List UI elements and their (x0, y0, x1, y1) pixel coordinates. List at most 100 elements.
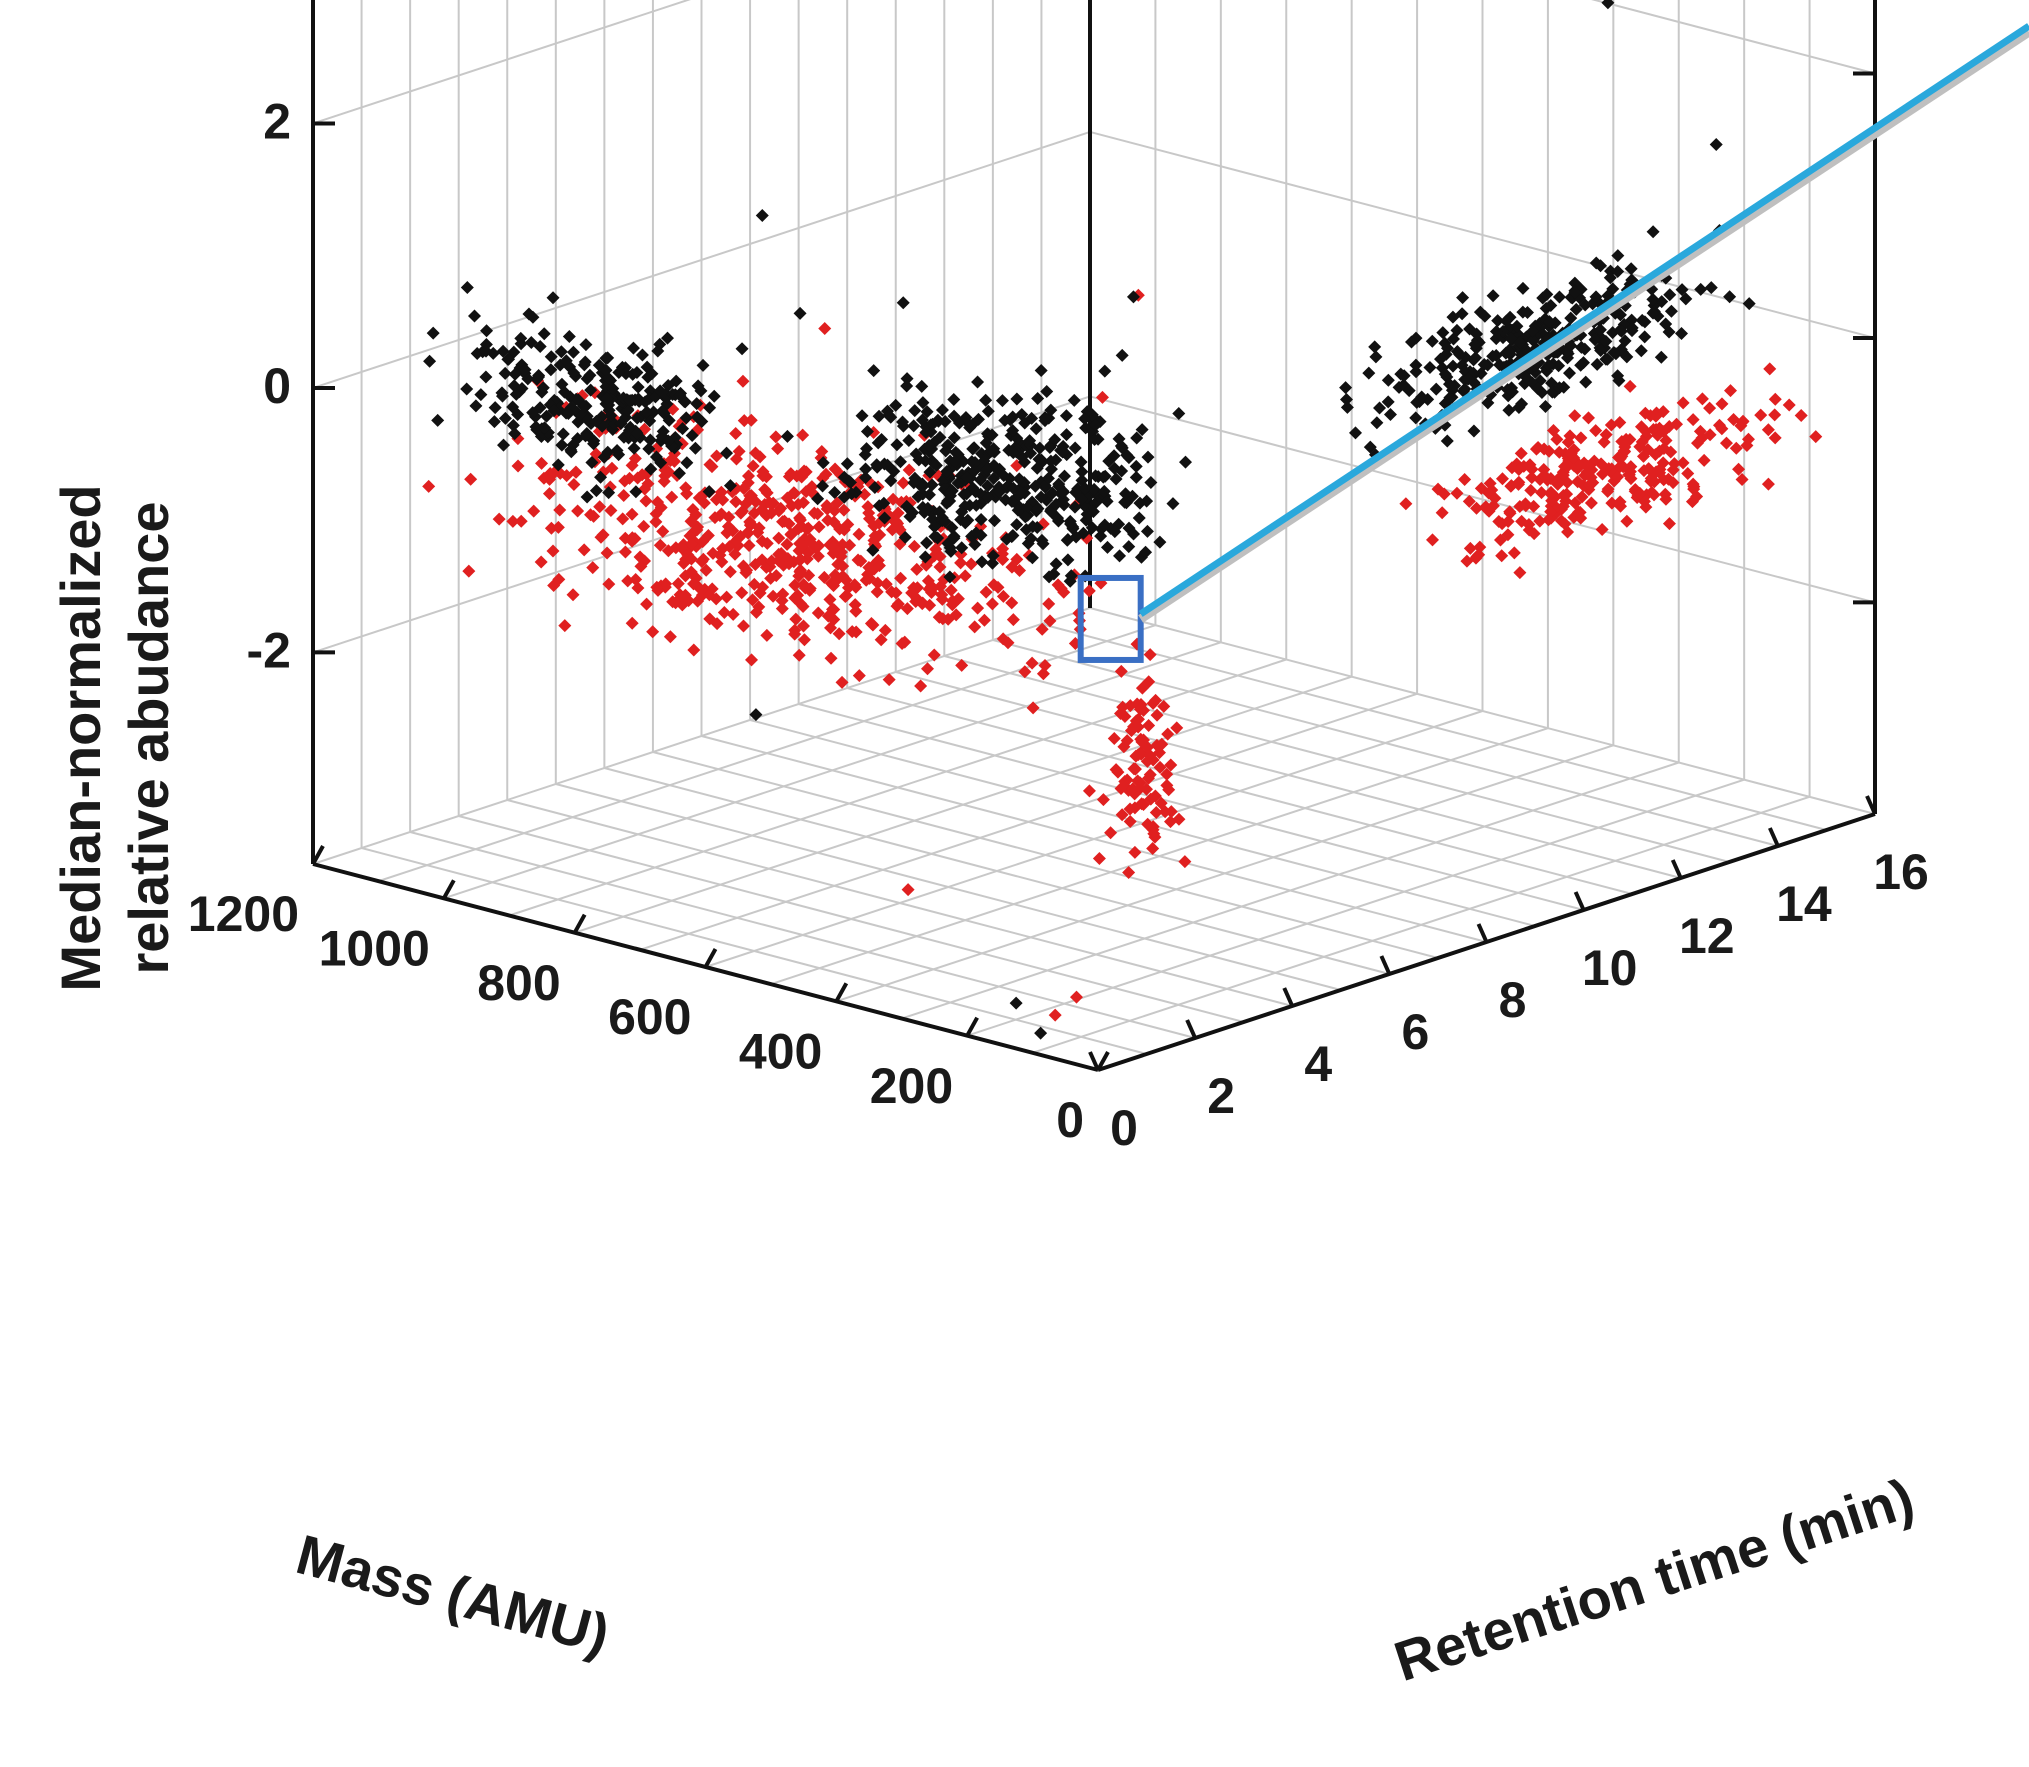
scatter-point (755, 553, 769, 567)
scatter-point (797, 633, 811, 647)
scatter-point (895, 637, 909, 651)
y-tick-label: 1200 (188, 886, 299, 942)
scatter-point (1622, 468, 1636, 482)
scatter-point-outlier (1009, 996, 1023, 1010)
scatter-point (1638, 330, 1652, 344)
scatter-point (553, 503, 567, 517)
scatter-point (1056, 445, 1070, 459)
scatter-point (826, 602, 840, 616)
scatter-point (1149, 805, 1163, 819)
scatter-point (655, 404, 669, 418)
scatter-point (1069, 485, 1083, 499)
scatter-point (900, 602, 914, 616)
scatter-point (868, 481, 882, 495)
scatter-point (566, 588, 580, 602)
scatter-point (705, 460, 719, 474)
scatter-point (772, 531, 786, 545)
scatter-point (1504, 479, 1518, 493)
scatter-point (506, 514, 520, 528)
scatter-point (1442, 377, 1456, 391)
scatter-point (896, 476, 910, 490)
scatter-point (1405, 335, 1419, 349)
scatter-point (843, 538, 857, 552)
scatter-point (1123, 814, 1137, 828)
scatter-point (800, 522, 814, 536)
scatter-point (1679, 292, 1693, 306)
scatter-point (977, 613, 991, 627)
scatter-point (1129, 459, 1143, 473)
scatter-point (955, 658, 969, 672)
scatter-point (955, 505, 969, 519)
scatter-point (1469, 351, 1483, 365)
scatter-point (1113, 706, 1127, 720)
scatter-point-outlier (1601, 0, 1615, 10)
scatter-point (702, 588, 716, 602)
scatter-point (1634, 344, 1648, 358)
scatter-point (717, 606, 731, 620)
scatter-point (1026, 520, 1040, 534)
scatter-point (918, 550, 932, 564)
scatter-point (1087, 482, 1101, 496)
scatter-point (1593, 323, 1607, 337)
scatter-point (1556, 489, 1570, 503)
scatter-point (661, 434, 675, 448)
scatter-point (900, 372, 914, 386)
scatter-point (1589, 290, 1603, 304)
scatter-point (1440, 341, 1454, 355)
scatter-point (1574, 511, 1588, 525)
scatter-point (914, 679, 928, 693)
scatter-point (661, 331, 675, 345)
scatter-point (1664, 304, 1678, 318)
scatter-point (526, 310, 540, 324)
scatter-point (696, 552, 710, 566)
scatter-point (1104, 826, 1118, 840)
scatter-point (775, 602, 789, 616)
scatter-point (933, 549, 947, 563)
scatter-point (968, 464, 982, 478)
scatter-point (634, 559, 648, 573)
scatter-point (944, 583, 958, 597)
scatter-point (1143, 648, 1157, 662)
scatter-point (1564, 339, 1578, 353)
scatter-point (1470, 549, 1484, 563)
scatter-point (618, 545, 632, 559)
scatter-point (1493, 533, 1507, 547)
scatter-point (1429, 382, 1443, 396)
scatter-point (729, 452, 743, 466)
scatter-point (817, 570, 831, 584)
scatter-point (884, 474, 898, 488)
scatter-point (1003, 413, 1017, 427)
scatter-point (629, 485, 643, 499)
scatter-point (852, 527, 866, 541)
scatter-point (479, 370, 493, 384)
scatter-point (602, 577, 616, 591)
scatter-point (1512, 401, 1526, 415)
scatter-point (1761, 423, 1775, 437)
scatter-point (1531, 382, 1545, 396)
scatter-point (907, 419, 921, 433)
scatter-point (877, 496, 891, 510)
x-tick-label: 14 (1776, 876, 1832, 932)
scatter-point (1541, 513, 1555, 527)
scatter-point (969, 526, 983, 540)
scatter-point (431, 413, 445, 427)
scatter-point (1415, 390, 1429, 404)
scatter-point (1483, 476, 1497, 490)
scatter-point (742, 538, 756, 552)
scatter-point (1166, 497, 1180, 511)
scatter-point (948, 455, 962, 469)
scatter-point (1088, 433, 1102, 447)
scatter-point (1480, 503, 1494, 517)
scatter-point (852, 669, 866, 683)
scatter-point (922, 438, 936, 452)
scatter-point (945, 598, 959, 612)
z-axis-label: Median-normalizedrelative abudance (49, 484, 180, 991)
scatter-point (1686, 477, 1700, 491)
scatter-point (1596, 467, 1610, 481)
scatter-point (836, 559, 850, 573)
scatter-point (552, 572, 566, 586)
scatter-point (771, 442, 785, 456)
scatter-point (745, 653, 759, 667)
scatter-point (938, 515, 952, 529)
scatter-point (621, 574, 635, 588)
